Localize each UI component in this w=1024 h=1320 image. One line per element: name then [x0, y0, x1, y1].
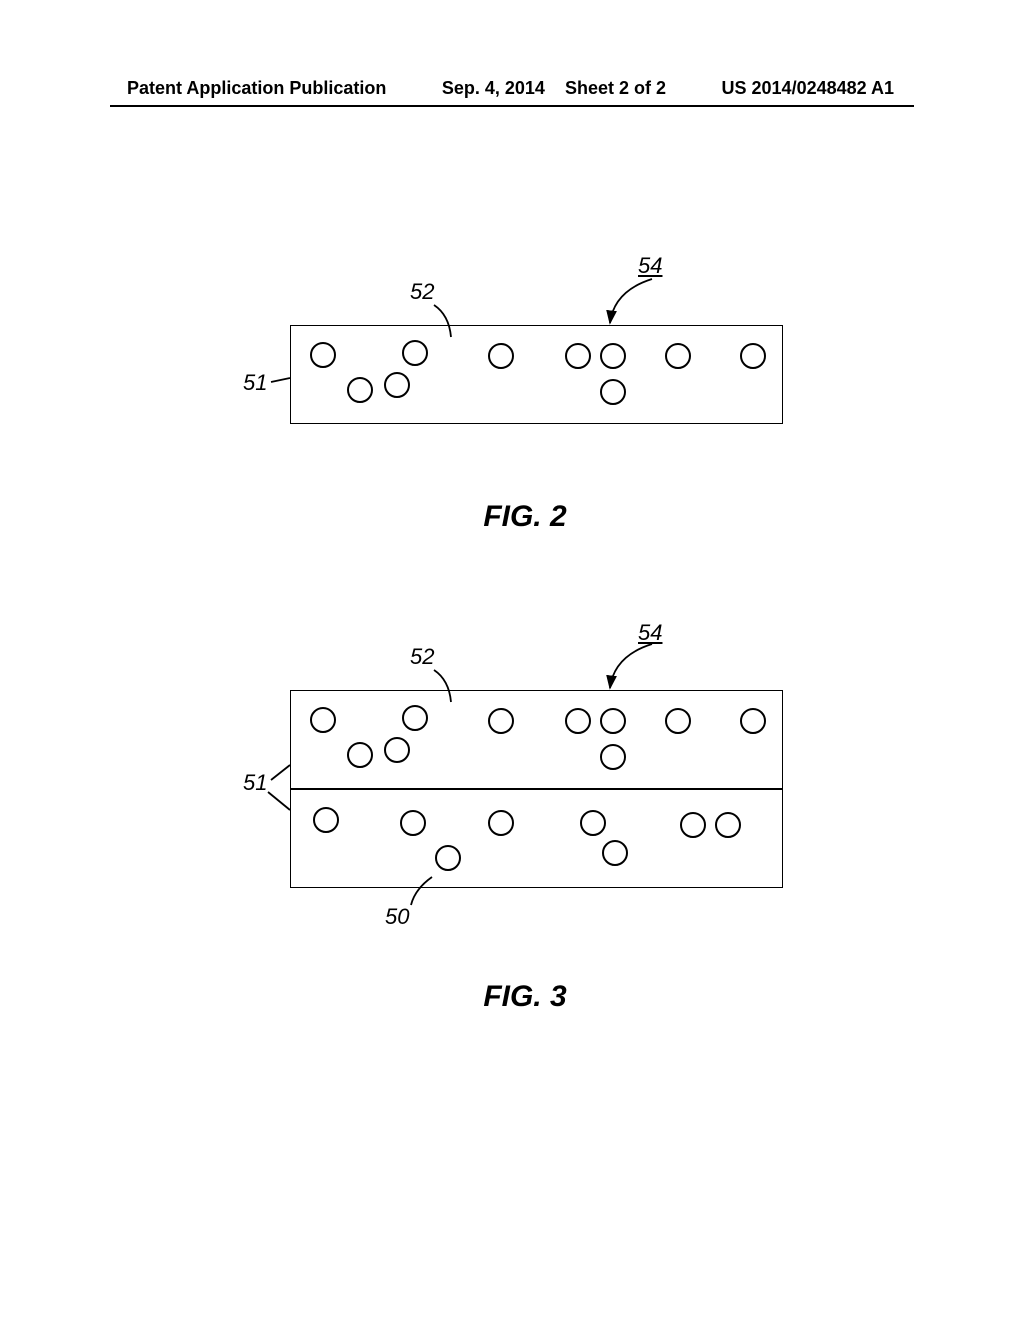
fig2-label-ref52: 52 [410, 279, 434, 305]
fig2-circle [402, 340, 428, 366]
fig2-box [290, 325, 783, 424]
fig3-circle [600, 708, 626, 734]
figure-2: 515254 FIG. 2 [210, 275, 840, 534]
fig3-circle [400, 810, 426, 836]
fig3-circle [402, 705, 428, 731]
publication-type: Patent Application Publication [127, 78, 386, 99]
fig3-circle [600, 744, 626, 770]
header-rule [110, 105, 914, 107]
fig2-circle [740, 343, 766, 369]
fig2-circle [310, 342, 336, 368]
figure-2-caption: FIG. 2 [210, 500, 840, 534]
fig3-circle [715, 812, 741, 838]
figure-3-diagram: 50515254 [210, 640, 840, 940]
fig3-box-lower [290, 789, 783, 888]
fig3-circle [665, 708, 691, 734]
fig3-circle [384, 737, 410, 763]
fig3-label-ref54: 54 [638, 620, 662, 646]
figure-2-diagram: 515254 [210, 275, 840, 445]
fig2-label-ref54: 54 [638, 253, 662, 279]
fig3-box-upper [290, 690, 783, 789]
fig3-label-ref51: 51 [243, 770, 267, 796]
fig2-circle [347, 377, 373, 403]
fig3-circle [740, 708, 766, 734]
fig3-circle [313, 807, 339, 833]
page-header: Patent Application Publication Sep. 4, 2… [0, 78, 1024, 107]
fig2-circle [565, 343, 591, 369]
fig3-circle [580, 810, 606, 836]
fig2-label-ref51: 51 [243, 370, 267, 396]
fig3-circle [435, 845, 461, 871]
sheet-info: Sheet 2 of 2 [565, 78, 666, 98]
fig3-circle [347, 742, 373, 768]
fig3-circle [680, 812, 706, 838]
figure-3: 50515254 FIG. 3 [210, 640, 840, 1014]
fig3-circle [310, 707, 336, 733]
pub-number: US 2014/0248482 A1 [722, 78, 894, 99]
fig3-circle [488, 810, 514, 836]
fig3-label-ref52: 52 [410, 644, 434, 670]
fig3-circle [602, 840, 628, 866]
fig3-circle [488, 708, 514, 734]
fig2-circle [600, 379, 626, 405]
fig2-circle [488, 343, 514, 369]
fig2-circle [600, 343, 626, 369]
fig2-circle [384, 372, 410, 398]
pub-date: Sep. 4, 2014 [442, 78, 545, 98]
fig3-label-ref50: 50 [385, 904, 409, 930]
fig2-circle [665, 343, 691, 369]
figure-3-caption: FIG. 3 [210, 980, 840, 1014]
header-row: Patent Application Publication Sep. 4, 2… [0, 78, 1024, 99]
fig3-circle [565, 708, 591, 734]
sheet-date: Sep. 4, 2014 Sheet 2 of 2 [442, 78, 666, 99]
